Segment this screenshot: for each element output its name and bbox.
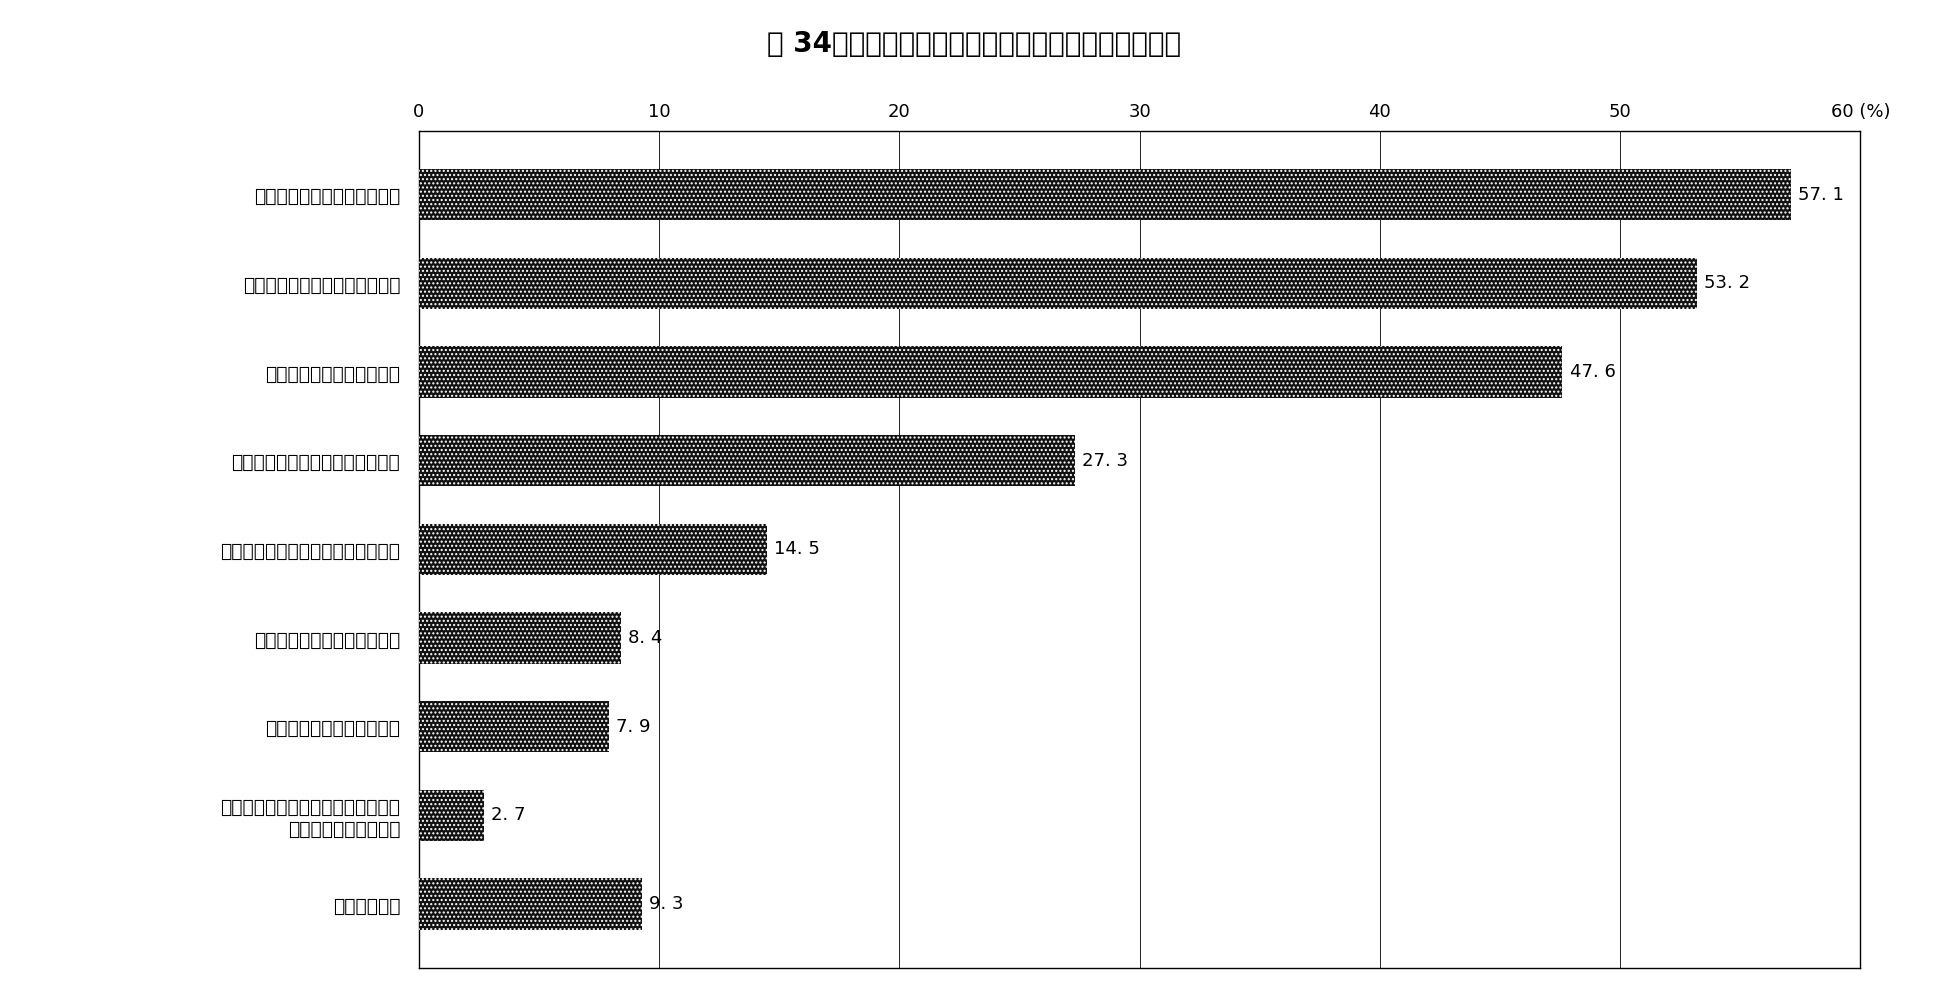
Bar (419, 258, 1697, 309)
Text: 9. 3: 9. 3 (649, 895, 684, 913)
Bar (419, 789, 483, 841)
Bar (419, 435, 1075, 487)
Text: 53. 2: 53. 2 (1704, 274, 1749, 292)
Text: 27. 3: 27. 3 (1081, 452, 1128, 470)
Bar (419, 169, 1790, 221)
Bar (419, 878, 643, 929)
Bar (419, 612, 621, 663)
Bar (419, 523, 768, 576)
Bar (419, 435, 1075, 487)
Bar (419, 523, 768, 576)
Bar (419, 612, 621, 663)
Text: 8. 4: 8. 4 (627, 629, 662, 647)
Text: 図 34　人材育成に関する問題点の内訳（複数回答）: 図 34 人材育成に関する問題点の内訳（複数回答） (768, 30, 1180, 58)
Bar (419, 701, 608, 752)
Bar (419, 258, 1697, 309)
Bar (419, 169, 1790, 221)
Text: 7. 9: 7. 9 (616, 718, 651, 736)
Text: 14. 5: 14. 5 (775, 540, 820, 558)
Text: 57. 1: 57. 1 (1798, 185, 1843, 204)
Bar (419, 347, 1562, 398)
Text: 2. 7: 2. 7 (491, 806, 526, 825)
Text: 47. 6: 47. 6 (1570, 363, 1615, 381)
Bar (419, 789, 483, 841)
Bar (419, 878, 643, 929)
Bar (419, 347, 1562, 398)
Bar (419, 701, 608, 752)
